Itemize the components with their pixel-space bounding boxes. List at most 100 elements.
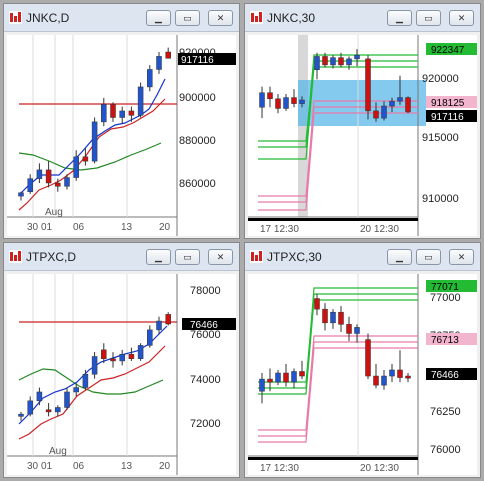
- candle-down: [165, 51, 171, 59]
- candle-up: [156, 320, 162, 331]
- window-title: JNKC,D: [26, 11, 70, 25]
- chart-window-jnkc-30[interactable]: JNKC,30 ▁ ▭ ✕ 920000 915000 910000 92234…: [244, 3, 481, 239]
- candle-down: [322, 56, 328, 66]
- minimize-icon: ▁: [396, 13, 403, 23]
- price-label-1: 77000: [430, 292, 461, 304]
- candle-down: [128, 110, 135, 116]
- price-label-3: 880000: [179, 135, 216, 147]
- price-chart[interactable]: 77000 76750 76500 76250 76000 77071 7671…: [248, 274, 477, 475]
- titlebar[interactable]: JTPXC,30 ▁ ▭ ✕: [245, 243, 480, 271]
- candle-up: [18, 413, 24, 417]
- chart-window-jtpxc-d[interactable]: JTPXC,D ▁ ▭ ✕ 78000 76000 74000 72000 76…: [3, 242, 240, 478]
- maximize-button[interactable]: ▭: [175, 10, 200, 26]
- date-label-1: 30: [27, 222, 39, 233]
- candle-up: [381, 105, 387, 119]
- price-chart[interactable]: 78000 76000 74000 72000 76466 30 01 06 1…: [7, 274, 236, 475]
- maximize-button[interactable]: ▭: [416, 10, 441, 26]
- price-label-1: 78000: [190, 285, 221, 297]
- close-icon: ✕: [457, 13, 466, 23]
- grid: [32, 274, 128, 456]
- candle-up: [389, 100, 395, 107]
- close-button[interactable]: ✕: [449, 10, 474, 26]
- date-label-3: 06: [73, 461, 85, 472]
- ema-green-line: [18, 368, 164, 395]
- candle-down: [397, 369, 403, 378]
- candle-down: [267, 378, 273, 383]
- candle-up: [27, 178, 33, 192]
- candle-down: [338, 311, 344, 325]
- price-label-4: 72000: [190, 418, 221, 430]
- candle-up: [55, 407, 61, 413]
- candlesticks: [259, 293, 411, 404]
- close-button[interactable]: ✕: [449, 249, 474, 265]
- date-label-2: 01: [41, 222, 53, 233]
- candle-up: [259, 378, 265, 392]
- price-label-1: 920000: [422, 73, 459, 85]
- chart-window-jnkc-d[interactable]: JNKC,D ▁ ▭ ✕ 920000 900000 880000 860000…: [3, 3, 240, 239]
- candle-down: [128, 354, 135, 359]
- chart-app-icon: [9, 250, 22, 263]
- maximize-icon: ▭: [424, 13, 433, 23]
- candle-down: [346, 324, 352, 334]
- candle-up: [101, 104, 107, 123]
- candle-up: [354, 54, 360, 60]
- chart-app-icon: [9, 11, 22, 24]
- maximize-button[interactable]: ▭: [175, 249, 200, 265]
- close-icon: ✕: [216, 13, 225, 23]
- candle-down: [110, 358, 116, 362]
- candle-down: [373, 375, 379, 386]
- price-chart[interactable]: 920000 900000 880000 860000 917116 30 01…: [7, 35, 236, 236]
- date-label-4: 13: [121, 461, 133, 472]
- minimize-button[interactable]: ▁: [146, 249, 171, 265]
- minimize-button[interactable]: ▁: [387, 10, 412, 26]
- candlesticks: [18, 47, 171, 201]
- titlebar[interactable]: JTPXC,D ▁ ▭ ✕: [4, 243, 239, 271]
- candle-up: [397, 97, 403, 102]
- candle-up: [64, 177, 70, 187]
- candle-down: [165, 314, 171, 325]
- candle-up: [91, 356, 98, 375]
- date-label-1: 30: [27, 461, 39, 472]
- close-button[interactable]: ✕: [208, 249, 233, 265]
- candle-down: [267, 92, 273, 100]
- current-price-box: [426, 368, 477, 380]
- titlebar[interactable]: JNKC,D ▁ ▭ ✕: [4, 4, 239, 32]
- current-price-label: 917116: [431, 112, 464, 123]
- candle-up: [275, 372, 281, 383]
- chart-window-jtpxc-30[interactable]: JTPXC,30 ▁ ▭ ✕ 77000 76750 76500 76250 7…: [244, 242, 481, 478]
- minimize-button[interactable]: ▁: [146, 10, 171, 26]
- session-bar: [248, 218, 418, 221]
- candle-down: [45, 169, 52, 184]
- maximize-button[interactable]: ▭: [416, 249, 441, 265]
- minimize-button[interactable]: ▁: [387, 249, 412, 265]
- candle-down: [275, 98, 281, 109]
- candle-up: [27, 400, 33, 415]
- candle-up: [381, 375, 387, 386]
- candle-up: [389, 369, 395, 377]
- price-label-2: 76000: [190, 329, 221, 341]
- close-icon: ✕: [457, 252, 466, 262]
- close-button[interactable]: ✕: [208, 10, 233, 26]
- candle-up: [82, 373, 89, 388]
- price-chart[interactable]: 920000 915000 910000 922347 918125 91711…: [248, 35, 477, 236]
- candle-down: [338, 57, 344, 66]
- candle-up: [36, 169, 43, 179]
- candle-up: [330, 57, 336, 66]
- candle-up: [346, 58, 352, 66]
- date-label-2: 01: [41, 461, 53, 472]
- date-label-1: 17 12:30: [260, 463, 299, 474]
- candle-down: [45, 409, 52, 413]
- pink-price-box: [426, 333, 477, 345]
- price-label-4: 76250: [430, 406, 461, 418]
- candle-down: [299, 371, 305, 377]
- titlebar[interactable]: JNKC,30 ▁ ▭ ✕: [245, 4, 480, 32]
- highlight-box: [298, 80, 426, 126]
- date-label-2: 20 12:30: [360, 224, 399, 235]
- minimize-icon: ▁: [155, 252, 162, 262]
- high-price-label: 922347: [431, 45, 465, 56]
- pink-price-label: 76713: [431, 335, 459, 346]
- candle-up: [147, 69, 153, 88]
- high-price-box: [426, 280, 477, 292]
- candle-down: [314, 298, 320, 310]
- candle-down: [373, 110, 379, 119]
